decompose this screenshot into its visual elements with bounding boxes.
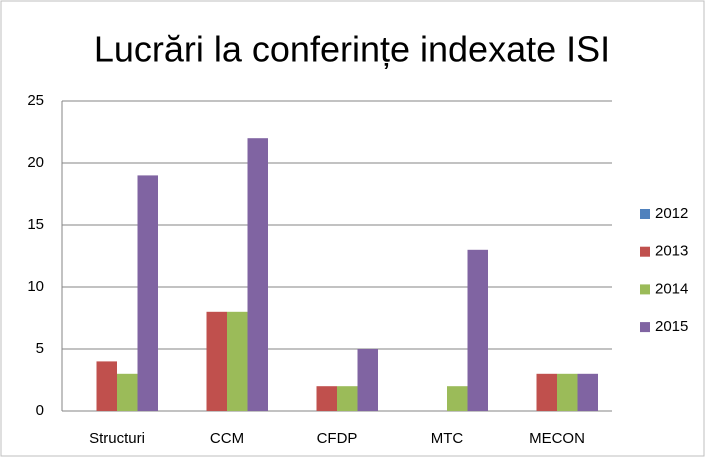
bar — [137, 175, 158, 411]
legend-swatch — [640, 322, 650, 333]
x-tick-label: MECON — [529, 430, 585, 447]
y-tick-label: 15 — [27, 216, 44, 233]
y-tick-label: 20 — [27, 154, 44, 171]
bar — [227, 311, 248, 411]
bar — [247, 138, 268, 411]
y-tick-label: 0 — [36, 402, 44, 419]
y-tick-label: 5 — [36, 340, 44, 357]
bar — [206, 311, 227, 411]
legend-label: 2013 — [655, 243, 688, 260]
legend-label: 2015 — [655, 318, 688, 335]
bar — [447, 386, 468, 411]
bar — [577, 373, 598, 411]
bar — [316, 386, 337, 411]
legend-swatch — [640, 284, 650, 295]
legend-swatch — [640, 246, 650, 257]
x-tick-label: Structuri — [89, 430, 145, 447]
bar — [96, 361, 117, 411]
x-tick-label: CFDP — [317, 430, 358, 447]
y-tick-label: 10 — [27, 278, 44, 295]
chart-title: Lucrări la conferințe indexate ISI — [94, 29, 610, 70]
x-tick-label: MTC — [431, 430, 464, 447]
bar — [337, 386, 358, 411]
bar — [357, 349, 378, 411]
bar — [536, 373, 557, 411]
legend-label: 2012 — [655, 205, 688, 222]
legend-label: 2014 — [655, 280, 688, 297]
y-tick-label: 25 — [27, 92, 44, 109]
bar — [467, 249, 488, 411]
legend-swatch — [640, 209, 650, 219]
bar — [557, 373, 578, 411]
bar — [117, 373, 138, 411]
x-tick-label: CCM — [210, 430, 244, 447]
